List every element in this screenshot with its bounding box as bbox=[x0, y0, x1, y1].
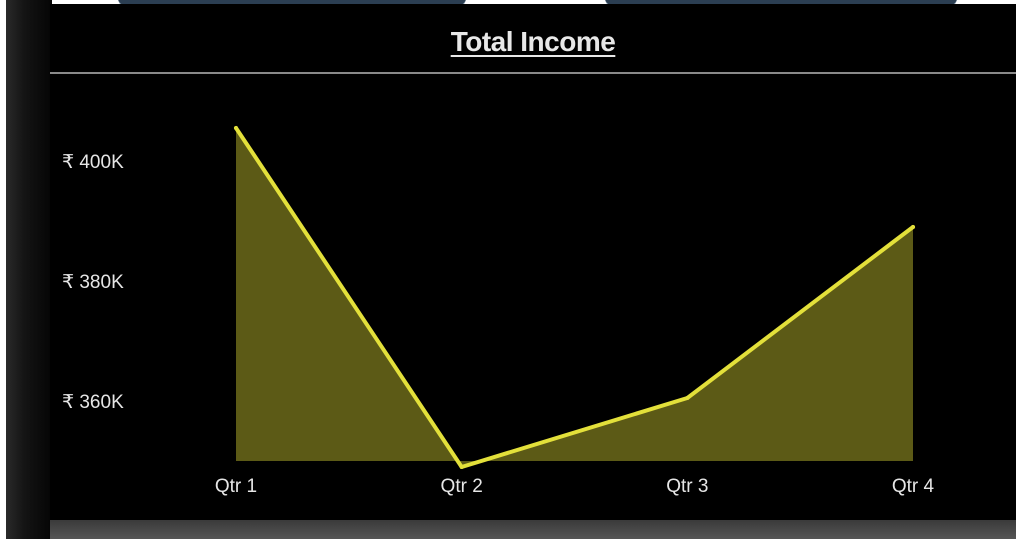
x-tick-label: Qtr 2 bbox=[441, 476, 483, 497]
left-shadow bbox=[6, 0, 52, 539]
area-layer bbox=[236, 128, 913, 467]
income-series-line[interactable] bbox=[234, 126, 915, 469]
x-tick-label: Qtr 3 bbox=[666, 476, 708, 497]
title-divider bbox=[50, 72, 1016, 74]
bottom-scrollbar[interactable] bbox=[50, 520, 1016, 539]
line-layer bbox=[234, 126, 915, 469]
data-point-4[interactable] bbox=[911, 225, 915, 229]
y-axis-ticks: ₹ 360K ₹ 380K ₹ 400K bbox=[62, 152, 124, 413]
x-tick-label: Qtr 4 bbox=[892, 476, 935, 497]
chart-title: Total Income bbox=[450, 26, 616, 57]
data-point-1[interactable] bbox=[234, 126, 238, 130]
income-area-fill bbox=[236, 128, 913, 467]
data-point-3[interactable] bbox=[685, 396, 690, 400]
x-tick-label: Qtr 1 bbox=[215, 476, 257, 497]
data-point-2[interactable] bbox=[459, 465, 464, 469]
y-tick-label: ₹ 360K bbox=[62, 392, 124, 413]
y-tick-label: ₹ 380K bbox=[62, 272, 124, 293]
y-tick-label: ₹ 400K bbox=[62, 152, 124, 173]
x-axis-ticks: Qtr 1 Qtr 2 Qtr 3 Qtr 4 bbox=[215, 476, 935, 497]
